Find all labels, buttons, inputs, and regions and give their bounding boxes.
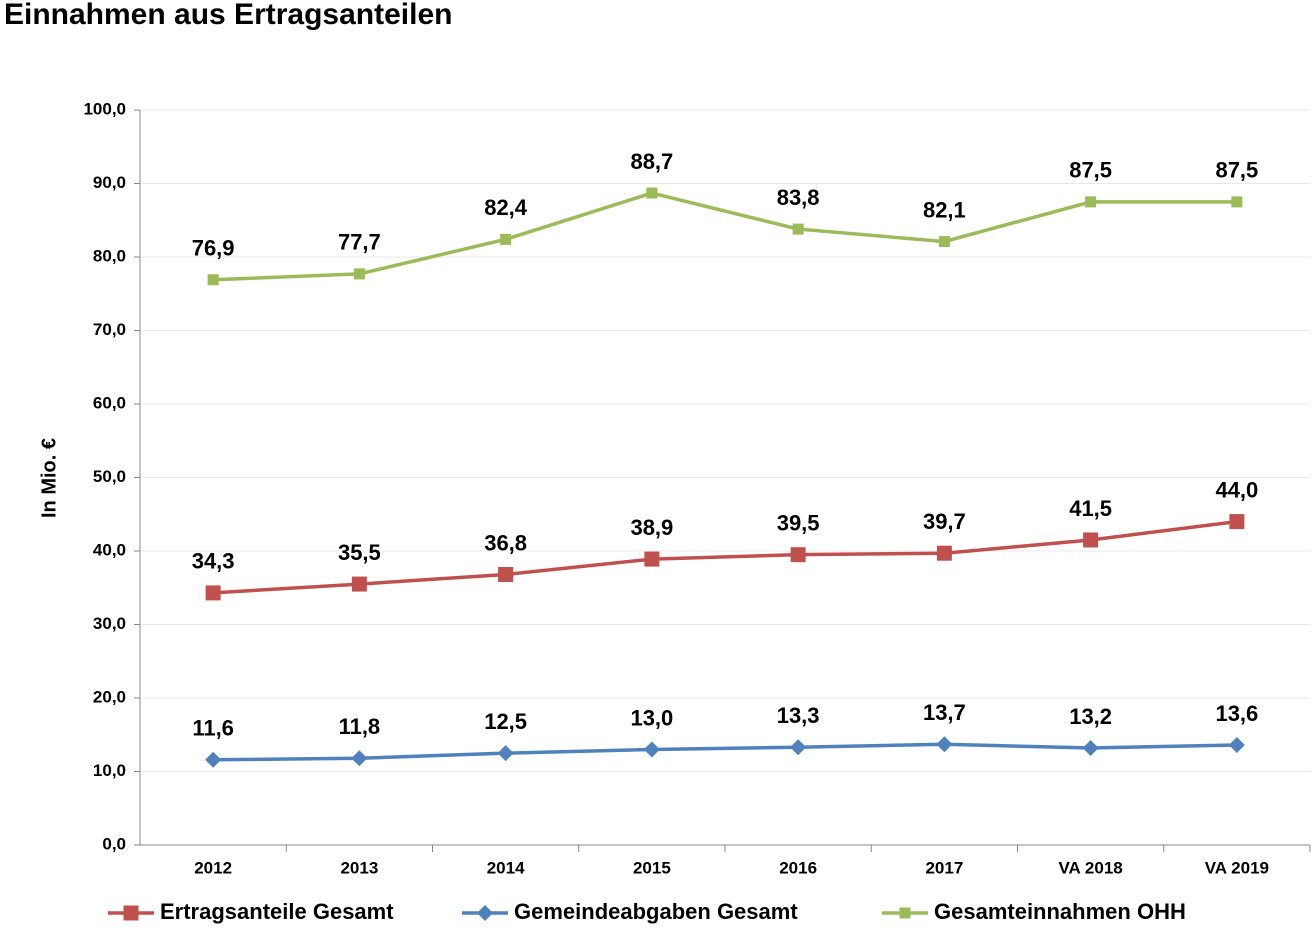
y-axis-label: In Mio. € [38, 438, 60, 518]
data-label: 35,5 [338, 540, 381, 565]
data-label: 13,0 [630, 705, 673, 730]
marker [498, 567, 514, 583]
y-tick-label: 50,0 [93, 467, 126, 486]
marker [643, 741, 660, 758]
data-label: 44,0 [1215, 477, 1258, 502]
data-label: 87,5 [1069, 158, 1112, 183]
data-label: 13,2 [1069, 704, 1112, 729]
marker [790, 547, 806, 563]
marker [207, 274, 219, 286]
x-tick-label: VA 2018 [1058, 858, 1122, 877]
data-label: 34,3 [192, 549, 235, 574]
x-tick-label: 2016 [779, 858, 817, 877]
marker [123, 905, 139, 921]
y-tick-label: 10,0 [93, 761, 126, 780]
marker [1231, 196, 1243, 208]
x-tick-label: VA 2019 [1205, 858, 1269, 877]
marker [205, 751, 222, 768]
x-tick-label: 2015 [633, 858, 671, 877]
x-tick-label: 2012 [194, 858, 232, 877]
x-tick-label: 2017 [925, 858, 963, 877]
marker [899, 907, 911, 919]
data-label: 11,8 [339, 714, 381, 739]
marker [477, 905, 493, 921]
y-tick-label: 80,0 [93, 246, 126, 265]
marker [1228, 737, 1245, 754]
data-label: 83,8 [777, 185, 820, 210]
legend-label: Ertragsanteile Gesamt [160, 899, 394, 924]
data-label: 12,5 [484, 709, 527, 734]
marker [1083, 532, 1099, 548]
data-label: 38,9 [630, 515, 673, 540]
marker [351, 576, 367, 592]
marker [1085, 196, 1097, 208]
y-tick-label: 40,0 [93, 540, 126, 559]
series-line [213, 519, 1238, 595]
marker [936, 545, 952, 561]
marker [500, 233, 512, 245]
x-tick-label: 2014 [487, 858, 525, 877]
y-tick-label: 20,0 [93, 687, 126, 706]
chart-title: Einnahmen aus Ertragsanteilen [4, 0, 452, 31]
y-tick-label: 60,0 [93, 393, 126, 412]
y-tick-label: 30,0 [93, 614, 126, 633]
marker [1082, 739, 1099, 756]
marker [792, 223, 804, 235]
data-label: 39,5 [777, 510, 820, 535]
data-label: 88,7 [630, 149, 673, 174]
data-label: 77,7 [338, 230, 381, 255]
y-tick-label: 100,0 [83, 99, 126, 118]
y-tick-label: 70,0 [93, 320, 126, 339]
data-label: 11,6 [192, 716, 234, 741]
data-label: 13,6 [1215, 701, 1258, 726]
data-label: 39,7 [923, 509, 966, 534]
legend-label: Gesamteinnahmen OHH [934, 899, 1186, 924]
series-line [213, 191, 1237, 282]
series-line [213, 742, 1237, 762]
marker [936, 736, 953, 753]
marker [1229, 514, 1245, 530]
y-tick-label: 0,0 [102, 834, 126, 853]
data-label: 76,9 [192, 236, 235, 261]
marker [205, 585, 221, 601]
marker [790, 739, 807, 756]
data-label: 41,5 [1069, 496, 1112, 521]
data-label: 36,8 [484, 530, 527, 555]
legend-label: Gemeindeabgaben Gesamt [514, 899, 798, 924]
data-label: 82,4 [484, 195, 528, 220]
marker [497, 745, 514, 762]
data-label: 13,7 [923, 700, 966, 725]
marker [353, 268, 365, 280]
marker [644, 551, 660, 567]
data-label: 87,5 [1215, 158, 1258, 183]
y-tick-label: 90,0 [93, 173, 126, 192]
marker [351, 750, 368, 767]
x-tick-label: 2013 [340, 858, 378, 877]
marker [938, 236, 950, 248]
data-label: 82,1 [923, 197, 966, 222]
marker [646, 187, 658, 199]
data-label: 13,3 [777, 703, 820, 728]
